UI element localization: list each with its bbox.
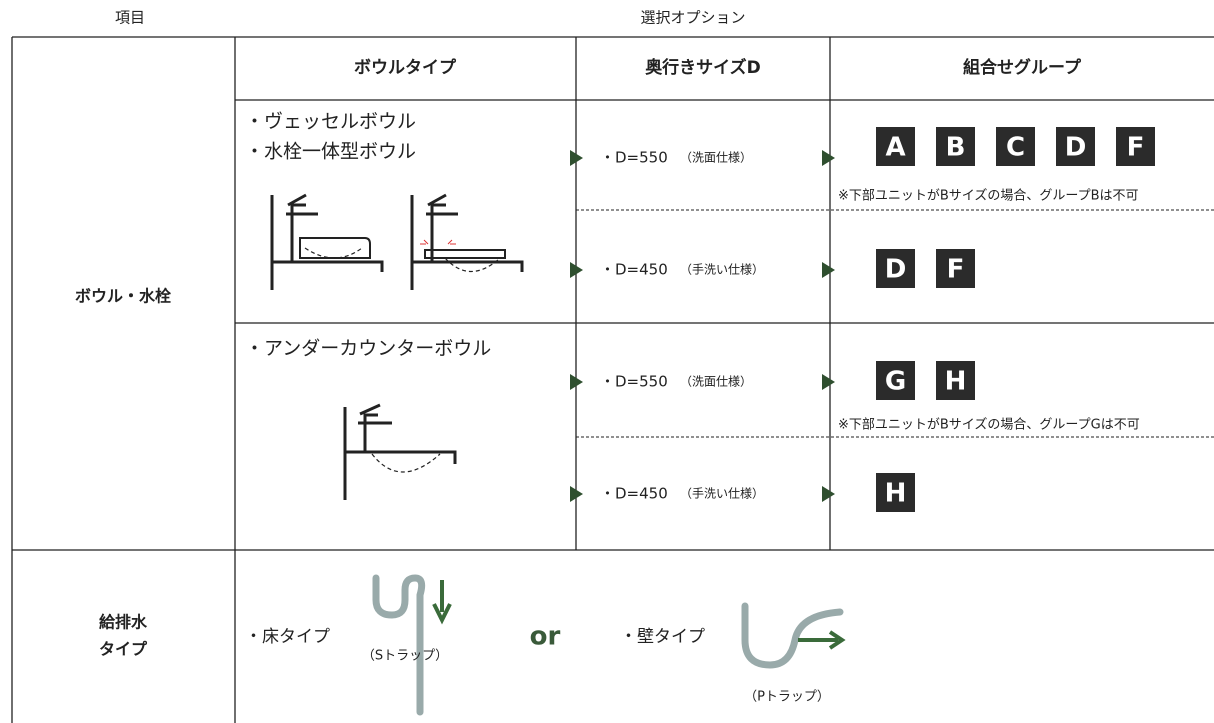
group-box (876, 361, 915, 400)
column-header: 奥行きサイズD (645, 57, 761, 78)
column-header: 組合せグループ (963, 57, 1082, 78)
group-letter: A (885, 133, 905, 163)
arrow (822, 374, 835, 390)
arrow (822, 262, 835, 278)
bowl-type: ・水栓一体型ボウル (245, 141, 416, 163)
trap-label: （Sトラップ） (362, 649, 448, 664)
header-options: 選択オプション (640, 9, 745, 27)
depth: ・D=550 (600, 149, 668, 167)
or-label: or (530, 622, 561, 652)
arrow (570, 150, 583, 166)
group-box (936, 127, 975, 166)
group-letter: H (945, 367, 967, 397)
use: （洗面仕様） (680, 375, 752, 389)
arrow (570, 374, 583, 390)
group-box (1056, 127, 1095, 166)
bowl-type: ・アンダーカウンターボウル (245, 338, 491, 360)
note: ※下部ユニットがBサイズの場合、グループGは不可 (838, 417, 1140, 433)
group-letter: G (885, 367, 906, 397)
header-item: 項目 (115, 9, 145, 27)
floor-type: ・床タイプ (245, 627, 330, 647)
use: （手洗い仕様） (680, 487, 764, 501)
group-letter: F (947, 255, 965, 285)
row-label: 給排水 (99, 613, 148, 632)
group-box (996, 127, 1035, 166)
group-box (1116, 127, 1155, 166)
row-label: タイプ (99, 640, 148, 659)
p-trap-icon (741, 602, 844, 669)
group-box (876, 249, 915, 288)
depth: ・D=450 (600, 485, 668, 503)
bowl-type: ・ヴェッセルボウル (245, 111, 416, 133)
note: ※下部ユニットがBサイズの場合、グループBは不可 (838, 188, 1139, 204)
arrow (822, 486, 835, 502)
depth: ・D=450 (600, 261, 668, 279)
grid-lines (11, 36, 1214, 723)
use: （手洗い仕様） (680, 263, 764, 277)
wall-type: ・壁タイプ (620, 627, 705, 647)
arrow (570, 486, 583, 502)
group-letter: B (946, 133, 966, 163)
group-box (936, 361, 975, 400)
group-letter: D (885, 255, 907, 285)
arrow (570, 262, 583, 278)
arrow (798, 630, 846, 650)
group-letter: D (1065, 133, 1087, 163)
group-box (936, 249, 975, 288)
group-letter: H (885, 479, 907, 509)
arrow (822, 150, 835, 166)
group-letter: C (1006, 133, 1025, 163)
use: （洗面仕様） (680, 151, 752, 165)
depth: ・D=550 (600, 373, 668, 391)
group-box (876, 127, 915, 166)
arrow (432, 580, 452, 625)
trap-label: （Pトラップ） (744, 690, 830, 705)
column-header: ボウルタイプ (354, 57, 457, 78)
group-box (876, 473, 915, 512)
group-letter: F (1127, 133, 1145, 163)
row-label: ボウル・水栓 (75, 287, 172, 306)
s-trap-icon (372, 574, 426, 716)
sink-illustration (270, 193, 524, 500)
